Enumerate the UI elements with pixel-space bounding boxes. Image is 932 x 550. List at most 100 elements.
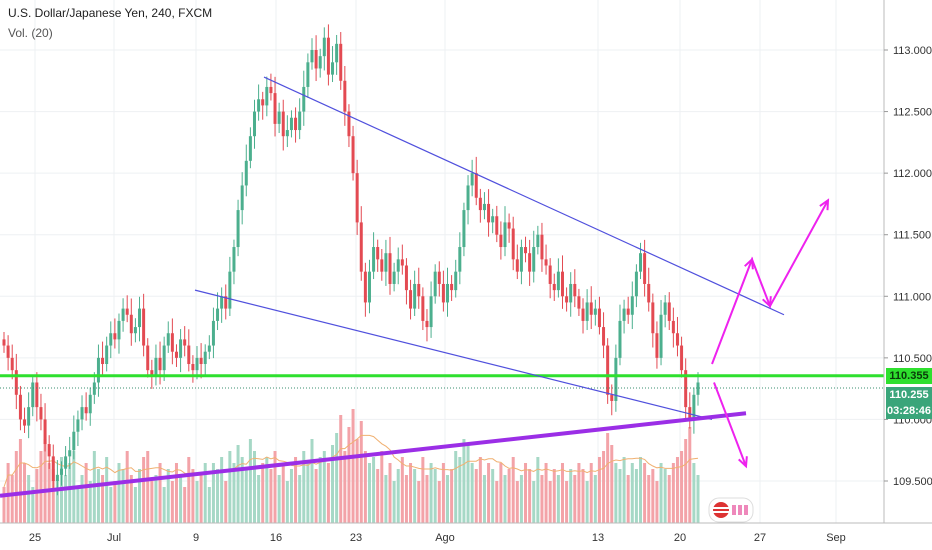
candle-body	[593, 308, 597, 315]
y-tick-label: 110.500	[893, 353, 932, 365]
candle-body	[643, 253, 647, 284]
candle-body	[511, 228, 515, 260]
volume-bar	[88, 481, 92, 523]
candle-body	[207, 345, 211, 352]
candle-body	[35, 382, 39, 408]
volume-bar	[532, 481, 536, 523]
candle-body	[281, 111, 285, 137]
volume-bar	[310, 439, 314, 523]
candle-body	[487, 203, 491, 223]
candle-body	[495, 216, 499, 235]
candle-body	[14, 370, 18, 395]
candle-body	[179, 339, 183, 358]
candle-body	[39, 407, 43, 420]
candle-body	[684, 370, 688, 408]
candle-body	[113, 333, 117, 340]
candle-body	[466, 185, 470, 211]
x-tick-label: Jul	[107, 532, 121, 544]
volume-bar	[626, 475, 630, 523]
candle-body	[433, 271, 437, 297]
volume-bar	[655, 481, 659, 523]
volume-bar	[27, 475, 31, 523]
volume-bar	[51, 469, 55, 523]
candle-body	[470, 173, 474, 186]
volume-bar	[166, 469, 170, 523]
candle-body	[482, 203, 486, 211]
trend-line-upper[interactable]	[263, 76, 785, 316]
candle-body	[569, 283, 573, 303]
candle-body	[556, 271, 560, 291]
candle-body	[462, 210, 466, 248]
volume-bar	[482, 475, 486, 523]
candle-body	[454, 271, 458, 291]
volume-bar	[261, 463, 265, 523]
volume-bar	[380, 451, 384, 523]
candle-body	[51, 456, 55, 481]
trend-line-lower[interactable]	[194, 289, 713, 421]
volume-bar	[630, 463, 634, 523]
volume-label: Vol. (20)	[8, 26, 53, 40]
candle-body	[68, 450, 72, 457]
volume-bar	[659, 463, 663, 523]
volume-bar	[150, 481, 154, 523]
candle-body	[133, 327, 137, 334]
candle-body	[589, 302, 593, 315]
projection-arrow[interactable]	[711, 199, 829, 365]
candle-body	[540, 234, 544, 260]
volume-bar	[285, 481, 289, 523]
volume-bar	[105, 457, 109, 523]
volume-bar	[138, 469, 142, 523]
projection-arrow[interactable]	[713, 382, 747, 467]
candle-body	[285, 130, 289, 137]
volume-bar	[565, 481, 569, 523]
volume-bar	[429, 463, 433, 523]
volume-bar	[417, 481, 421, 523]
y-tick-label: 113.000	[893, 45, 932, 57]
volume-bar	[474, 469, 478, 523]
x-tick-label: Sep	[826, 532, 846, 544]
candle-body	[450, 283, 454, 291]
volume-bar	[692, 463, 696, 523]
volume-bar	[154, 475, 158, 523]
volume-bar	[597, 457, 601, 523]
candle-body	[380, 259, 384, 272]
volume-ma-line	[3, 434, 699, 488]
level-price-tag: 110.355	[886, 367, 932, 384]
candle-body	[655, 333, 659, 358]
volume-bar	[199, 475, 203, 523]
volume-bar	[589, 463, 593, 523]
candle-body	[675, 333, 679, 346]
candle-body	[474, 173, 478, 198]
candle-body	[626, 308, 630, 315]
volume-bar	[277, 475, 281, 523]
volume-bar	[228, 451, 232, 523]
candle-body	[298, 111, 302, 131]
candlesticks	[2, 24, 700, 496]
candle-body	[294, 117, 298, 131]
candle-body	[146, 345, 150, 371]
volume-bar	[647, 475, 651, 523]
candle-body	[154, 357, 158, 377]
candle-body	[421, 296, 425, 321]
drawings[interactable]	[0, 76, 884, 498]
candle-body	[306, 62, 310, 87]
volume-bar	[109, 487, 113, 523]
volume-bar	[634, 469, 638, 523]
trend-line-purple[interactable]	[0, 411, 747, 498]
volume-bar	[462, 439, 466, 523]
candle-body	[560, 271, 564, 297]
candle-body	[478, 197, 482, 211]
volume-bar	[396, 469, 400, 523]
candle-body	[27, 407, 31, 426]
candle-body	[101, 357, 105, 365]
candle-body	[142, 308, 146, 346]
candle-body	[671, 320, 675, 334]
volume-bar	[146, 451, 150, 523]
candle-body	[269, 86, 273, 94]
volume-bar	[129, 475, 133, 523]
volume-bar	[211, 463, 215, 523]
candle-body	[55, 474, 59, 481]
volume-bar	[298, 475, 302, 523]
